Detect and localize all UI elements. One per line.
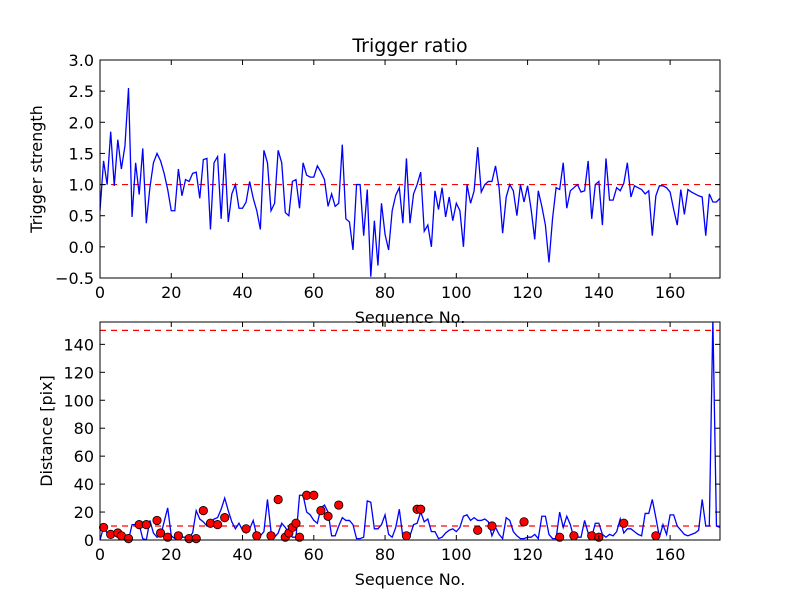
data-point-marker xyxy=(191,534,201,544)
data-point-marker xyxy=(273,494,283,505)
axes-frame-top xyxy=(99,59,721,279)
data-point-marker xyxy=(198,506,208,516)
data-point-marker xyxy=(155,528,166,538)
data-point-marker xyxy=(519,517,529,527)
data-point-marker xyxy=(309,490,319,500)
x-tick-label: 80 xyxy=(375,283,395,302)
x-tick-label: 100 xyxy=(441,283,472,302)
data-point-marker xyxy=(334,500,344,510)
markers xyxy=(98,490,661,544)
x-tick-label: 120 xyxy=(512,283,543,302)
y-tick-label: 100 xyxy=(63,391,94,410)
y-tick-label: 3.0 xyxy=(69,51,94,70)
data-point-marker xyxy=(569,531,579,541)
x-tick-label: 80 xyxy=(375,545,395,564)
data-point-marker xyxy=(212,520,223,530)
data-point-marker xyxy=(141,520,151,530)
y-tick-label: 2.0 xyxy=(69,113,94,132)
data-point-marker xyxy=(619,518,629,528)
data-point-marker xyxy=(416,504,426,514)
x-axis-label-top: Sequence No. xyxy=(355,308,466,327)
data-point-marker xyxy=(294,532,305,542)
data-point-marker xyxy=(220,513,230,523)
data-point-marker xyxy=(266,531,276,541)
x-tick-label: 60 xyxy=(304,283,324,302)
y-tick-label: 60 xyxy=(74,447,94,466)
data-point-marker xyxy=(163,532,173,542)
y-ticks-bottom: 0 20 40 60 80 100 120 140 xyxy=(63,335,720,550)
x-tick-label: 160 xyxy=(655,283,686,302)
y-tick-label: 40 xyxy=(74,475,94,494)
data-point-marker xyxy=(152,515,162,526)
x-ticks-top: 0 20 40 60 80 100 120 140 160 xyxy=(95,60,685,302)
x-tick-label: 120 xyxy=(512,545,543,564)
y-ticks-top: −0.5 0.0 0.5 1.0 1.5 2.0 2.5 3.0 xyxy=(55,51,720,288)
data-point-marker xyxy=(316,506,326,516)
x-ticks-bottom: 0 20 40 60 80 100 120 140 160 xyxy=(95,322,685,564)
distance-chart: 0 20 40 60 80 100 120 140 160 0 20 40 60 80 100 120 140… xyxy=(37,321,721,589)
data-point-marker xyxy=(173,531,183,541)
axes-frame-bottom xyxy=(99,321,721,541)
x-tick-label: 0 xyxy=(95,283,105,302)
data-point-marker xyxy=(323,511,333,521)
data-point-marker xyxy=(252,531,262,541)
y-tick-label: 140 xyxy=(63,335,94,354)
x-tick-label: 140 xyxy=(584,283,615,302)
y-tick-label: 2.5 xyxy=(69,82,94,101)
x-tick-label: 60 xyxy=(304,545,324,564)
x-tick-label: 0 xyxy=(95,545,105,564)
data-point-marker xyxy=(98,522,109,533)
data-point-marker xyxy=(241,524,251,534)
y-tick-label: 20 xyxy=(74,503,94,522)
y-tick-label: −0.5 xyxy=(55,269,94,288)
data-point-marker xyxy=(473,525,483,535)
chart-title: Trigger ratio xyxy=(351,35,467,57)
data-point-marker xyxy=(291,518,301,528)
plot-area-top xyxy=(100,87,720,277)
y-tick-label: 1.5 xyxy=(69,144,94,163)
y-axis-label-top: Trigger strength xyxy=(27,105,46,234)
y-tick-label: 80 xyxy=(74,419,94,438)
series-line-0 xyxy=(100,87,720,277)
x-tick-label: 20 xyxy=(161,545,181,564)
x-tick-label: 20 xyxy=(161,283,181,302)
x-tick-label: 160 xyxy=(655,545,686,564)
data-point-marker xyxy=(123,534,134,544)
y-tick-label: 1.0 xyxy=(69,176,94,195)
x-tick-label: 40 xyxy=(232,545,252,564)
data-point-marker xyxy=(487,521,497,531)
y-axis-label-bottom: Distance [pix] xyxy=(37,375,56,487)
y-tick-label: 0.5 xyxy=(69,207,94,226)
y-tick-label: 0.0 xyxy=(69,238,94,257)
data-point-marker xyxy=(555,532,565,542)
data-point-marker xyxy=(401,531,412,541)
x-tick-label: 140 xyxy=(584,545,615,564)
y-tick-label: 0 xyxy=(84,531,94,550)
plot-area-bottom xyxy=(98,322,720,544)
x-tick-label: 100 xyxy=(441,545,472,564)
y-tick-label: 120 xyxy=(63,363,94,382)
x-axis-label-bottom: Sequence No. xyxy=(355,570,466,589)
data-point-marker xyxy=(651,531,661,541)
series-line-0 xyxy=(100,322,720,540)
x-tick-label: 40 xyxy=(232,283,252,302)
